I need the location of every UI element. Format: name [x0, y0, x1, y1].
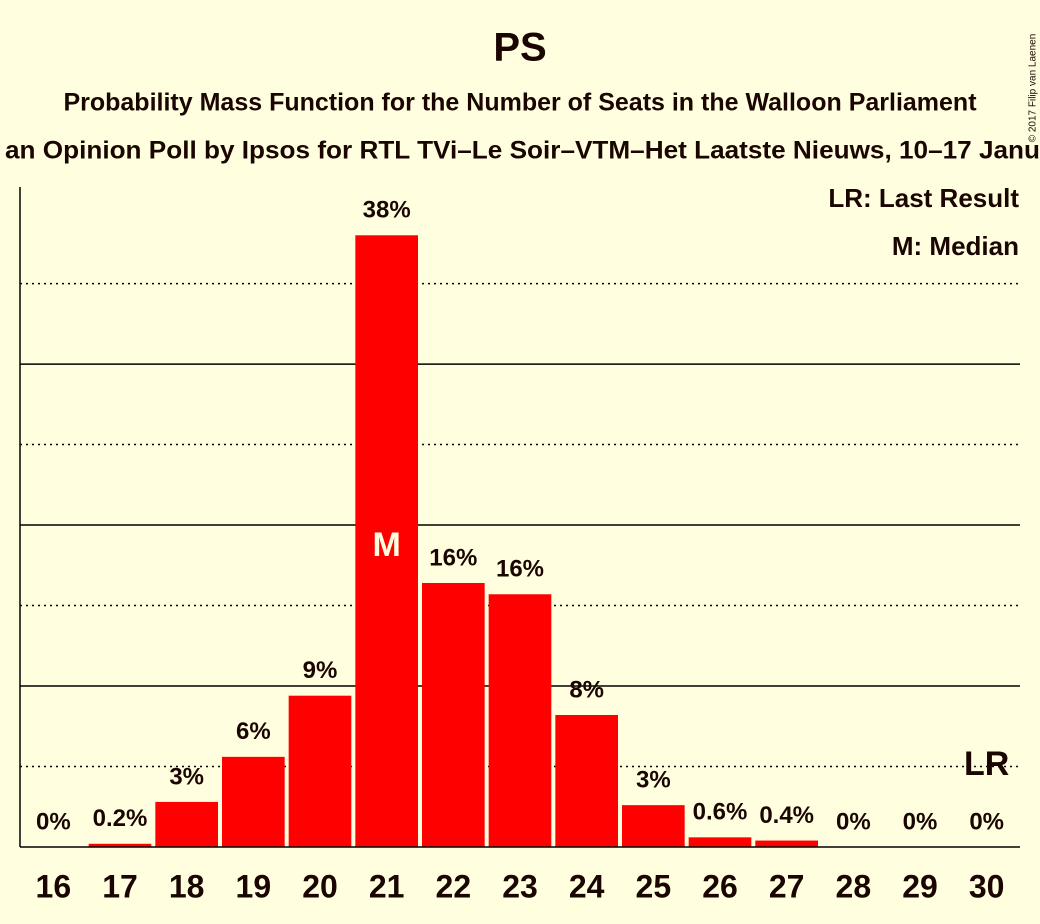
- x-tick-label: 16: [36, 868, 72, 904]
- bar: [155, 801, 218, 847]
- bar: [422, 583, 485, 847]
- x-tick-label: 27: [769, 868, 805, 904]
- chart-title: PS: [493, 26, 546, 70]
- x-tick-label: 25: [636, 868, 672, 904]
- data-label: 9%: [303, 657, 338, 684]
- data-label: 0.6%: [693, 799, 748, 826]
- x-tick-label: 20: [302, 868, 338, 904]
- data-label: 8%: [569, 676, 604, 703]
- bar: [555, 715, 618, 847]
- bar: [288, 695, 352, 847]
- median-marker: M: [373, 526, 401, 564]
- data-label: 0%: [903, 808, 938, 835]
- x-tick-label: 21: [369, 868, 405, 904]
- bar: [622, 805, 685, 847]
- legend-entry: M: Median: [892, 231, 1019, 261]
- legend-entry: LR: Last Result: [828, 183, 1019, 213]
- data-label: 3%: [169, 763, 204, 790]
- x-tick-label: 18: [169, 868, 205, 904]
- last-result-marker: LR: [964, 745, 1009, 783]
- x-tick-label: 19: [236, 868, 272, 904]
- x-tick-label: 17: [102, 868, 138, 904]
- data-label: 0%: [836, 808, 871, 835]
- x-tick-label: 28: [836, 868, 872, 904]
- data-label: 16%: [429, 544, 477, 571]
- chart-subtitle: Probability Mass Function for the Number…: [63, 89, 977, 117]
- x-tick-label: 23: [502, 868, 538, 904]
- bar: [688, 837, 752, 847]
- bar: [88, 843, 152, 847]
- chart-subtitle: an Opinion Poll by Ipsos for RTL TVi–Le …: [5, 137, 1040, 165]
- x-tick-label: 24: [569, 868, 605, 904]
- bar: [488, 594, 552, 847]
- data-label: 0%: [969, 808, 1004, 835]
- data-label: 38%: [363, 197, 411, 224]
- data-label: 0%: [36, 808, 71, 835]
- x-tick-label: 22: [436, 868, 472, 904]
- x-tick-label: 30: [969, 868, 1005, 904]
- x-tick-label: 29: [902, 868, 938, 904]
- data-label: 16%: [496, 556, 544, 583]
- data-label: 6%: [236, 718, 271, 745]
- bar: [222, 756, 285, 847]
- copyright: © 2017 Filip van Laenen: [1028, 34, 1039, 143]
- x-tick-label: 26: [702, 868, 738, 904]
- data-label: 0.4%: [759, 802, 814, 829]
- data-label: 3%: [636, 766, 671, 793]
- bar: [355, 235, 418, 848]
- data-label: 0.2%: [93, 805, 148, 832]
- bar: [755, 840, 818, 847]
